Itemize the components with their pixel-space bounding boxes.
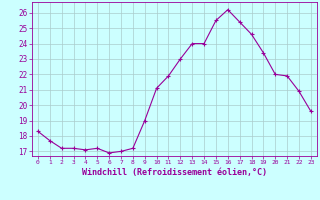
X-axis label: Windchill (Refroidissement éolien,°C): Windchill (Refroidissement éolien,°C) <box>82 168 267 177</box>
